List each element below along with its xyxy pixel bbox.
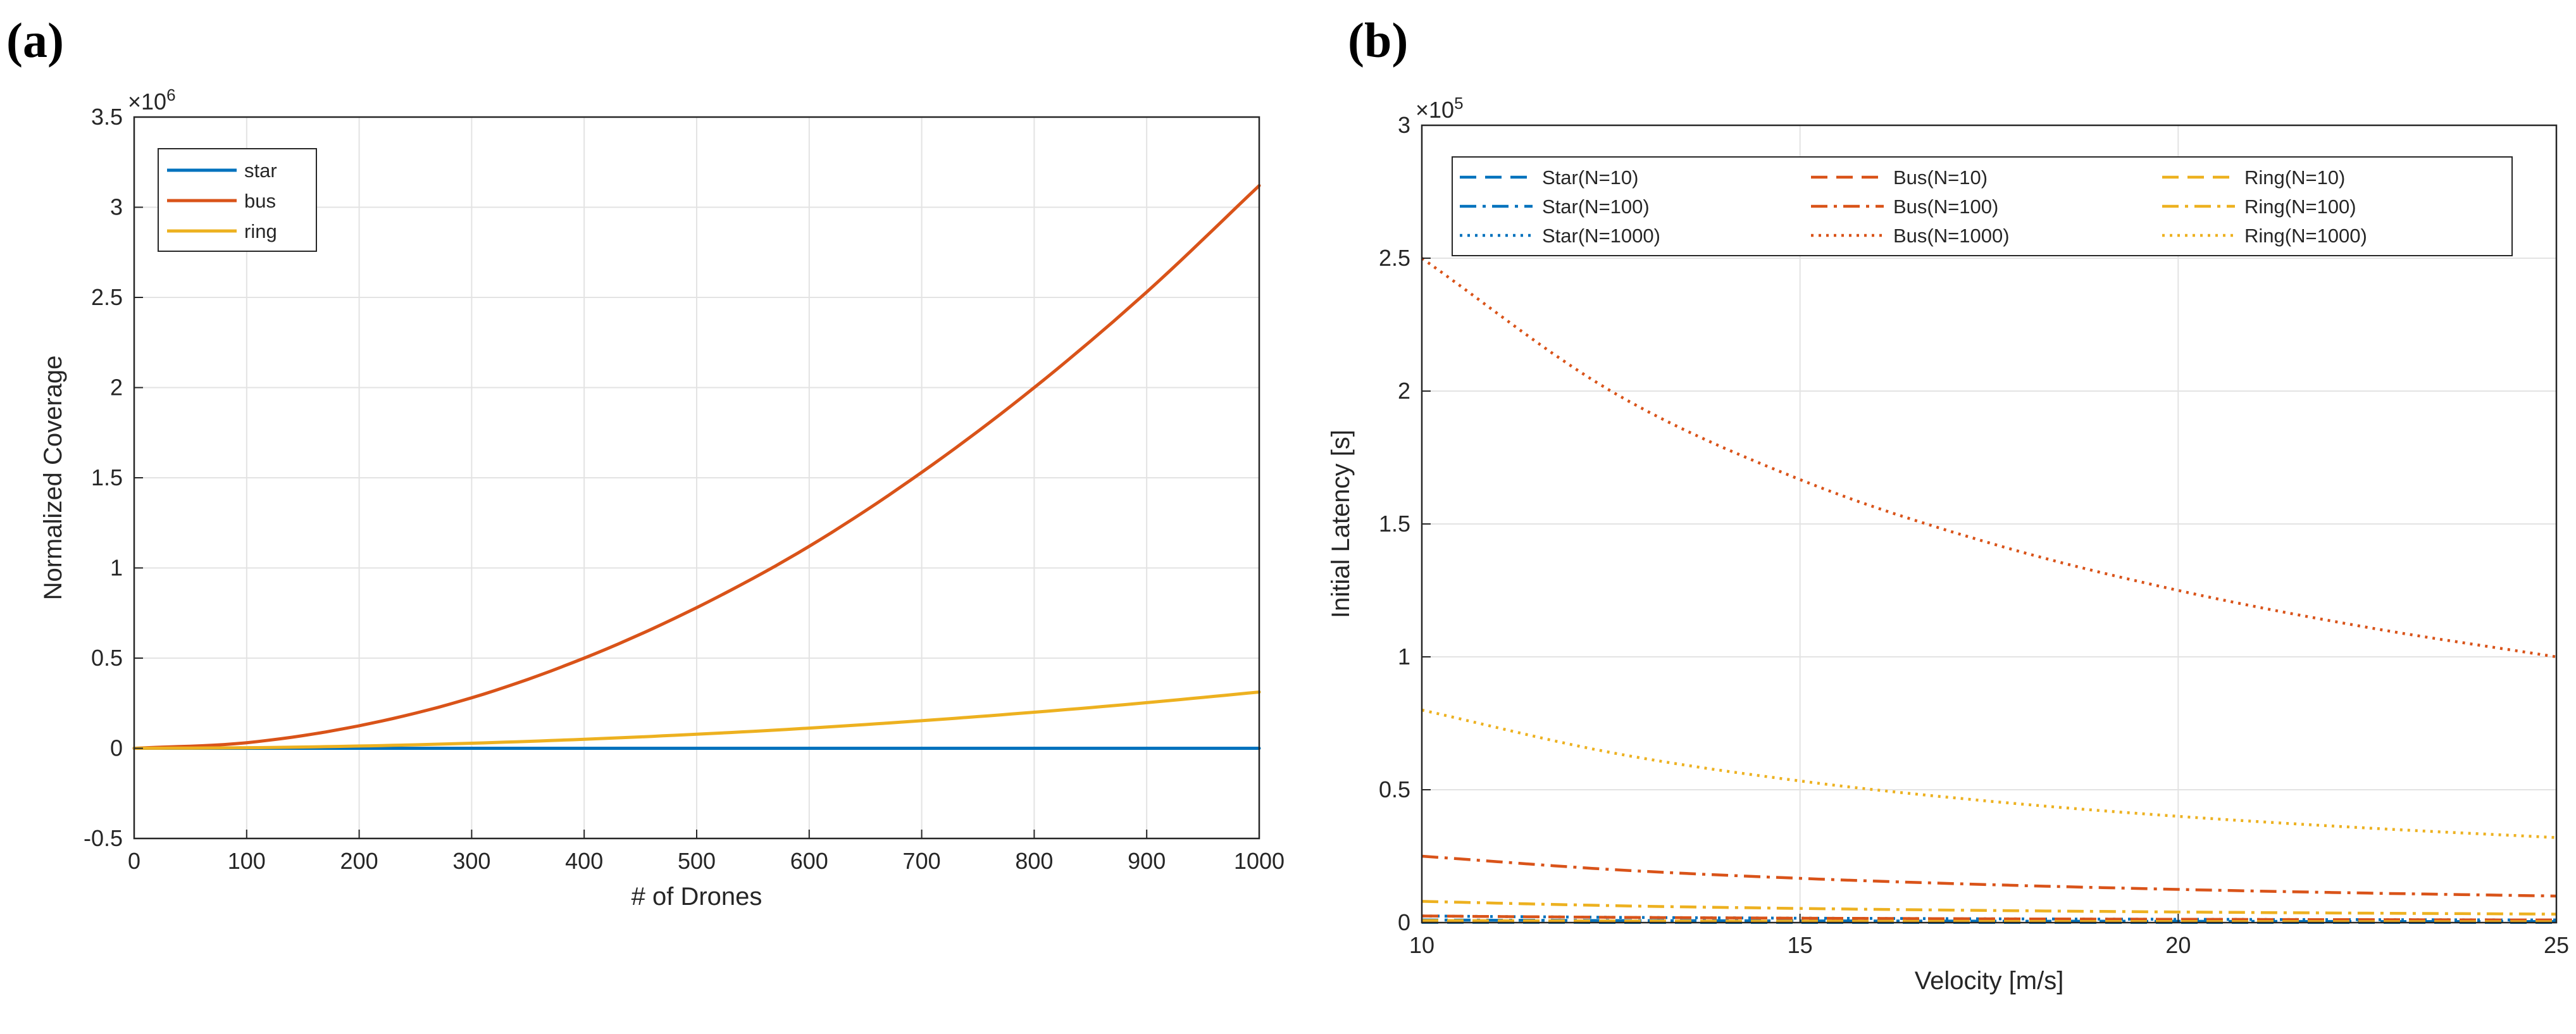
x-axis-label-a: # of Drones [632,883,762,911]
y-tick-label: 3.5 [91,104,123,130]
y-tick-label: 0 [1398,909,1410,935]
lines-b [1421,257,2557,925]
legend-entry: Ring(N=1000) [2244,225,2367,247]
y-exponent-base-a: ×10 [128,89,166,115]
chart-a: 0 100 200 300 400 500 600 700 800 900 1000-0.500.5… [39,85,1285,911]
y-tick-label: 1 [1398,644,1410,670]
ticks-a: 0 100 200 300 400 500 600 700 800 900 1000-0.500.5… [84,104,1285,874]
x-tick-label: 10 [1409,932,1434,958]
series-line-ring [132,690,1261,750]
y-tick-label: 0.5 [91,645,123,671]
x-tick-label: 400 [565,848,603,874]
legend-entry: Ring(N=10) [2244,166,2345,189]
y-tick-label: 2 [1398,378,1410,404]
panel-label-b: (b) [1348,13,1408,68]
x-tick-label: 100 [228,848,266,874]
legend-entry: star [244,159,277,182]
x-tick-label: 0 [128,848,140,874]
legend-entry: bus [244,190,276,212]
x-tick-label: 700 [903,848,941,874]
y-exponent-power-a: 6 [166,85,175,104]
x-tick-label: 500 [678,848,716,874]
y-exponent-a: ×106 [128,85,176,115]
legend-entry: Ring(N=100) [2244,196,2356,218]
y-tick-label: 1.5 [91,464,123,490]
x-tick-label: 20 [2165,932,2191,958]
legend-entry: ring [244,220,277,242]
y-tick-label: 0 [110,735,123,761]
panel-label-a: (a) [6,13,64,68]
x-tick-label: 200 [340,848,378,874]
y-axis-label-a: Normalized Coverage [39,356,67,601]
y-tick-label: 2.5 [91,284,123,310]
ticks-b: 10 15 20 25 0 0.5 1 1.5 2 2.5 3 [1379,112,2569,958]
y-tick-label: -0.5 [84,825,123,851]
y-tick-label: 0.5 [1379,776,1410,802]
y-tick-label: 1.5 [1379,511,1410,537]
y-exponent-b: ×105 [1416,94,1464,123]
x-tick-label: 1000 [1234,848,1285,874]
series-line-bus-n-10- [1421,914,2556,922]
series-line-ring-n-10- [1421,919,2557,923]
series-line-ring-n-1000- [1421,708,2557,839]
series-line-bus [132,184,1261,750]
x-tick-label: 800 [1015,848,1053,874]
y-axis-label-b: Initial Latency [s] [1327,430,1355,618]
x-tick-label: 25 [2544,932,2569,958]
lines-a [132,184,1261,750]
y-tick-label: 2 [110,375,123,401]
x-tick-label: 600 [790,848,828,874]
legend-entry: Bus(N=1000) [1893,225,2010,247]
y-exponent-power-b: 5 [1454,94,1463,113]
y-tick-label: 2.5 [1379,245,1410,271]
y-tick-label: 3 [110,194,123,220]
legend-a: star bus ring [158,148,317,252]
legend-box [1452,156,2513,256]
legend-entry: Star(N=1000) [1542,225,1660,247]
series-line-bus-n-100- [1421,854,2557,898]
y-tick-label: 1 [110,555,123,581]
legend-entry: Star(N=10) [1542,166,1638,189]
series-line-bus-n-1000- [1421,257,2557,659]
x-tick-label: 900 [1128,848,1166,874]
y-tick-label: 3 [1398,112,1410,138]
legend-entry: Bus(N=10) [1893,166,1988,189]
x-tick-label: 15 [1788,932,1813,958]
legend-b: Star(N=10) Star(N=100) Star(N=1000) Bus(N=1… [1452,156,2513,256]
series-line-ring-n-100- [1421,900,2557,916]
legend-entry: Star(N=100) [1542,196,1650,218]
x-axis-label-b: Velocity [m/s] [1915,967,2064,995]
legend-entry: Bus(N=100) [1893,196,1998,218]
y-exponent-base-b: ×10 [1416,97,1454,123]
chart-b: 10 15 20 25 0 0.5 1 1.5 2 2.5 3 ×105 Velocity [m/s… [1327,94,2569,995]
x-tick-label: 300 [452,848,490,874]
